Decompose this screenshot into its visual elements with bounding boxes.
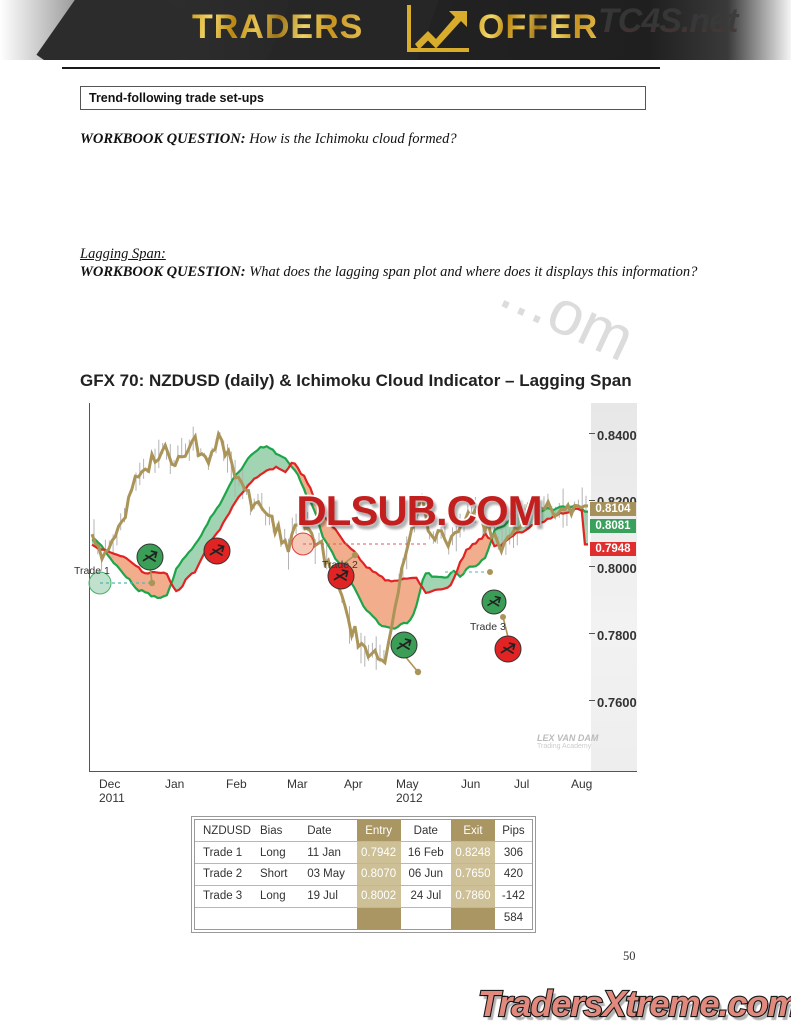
svg-text:Trade 2: Trade 2 — [322, 559, 358, 571]
svg-text:Trade 3: Trade 3 — [470, 621, 506, 633]
svg-text:Trade 1: Trade 1 — [74, 565, 110, 577]
